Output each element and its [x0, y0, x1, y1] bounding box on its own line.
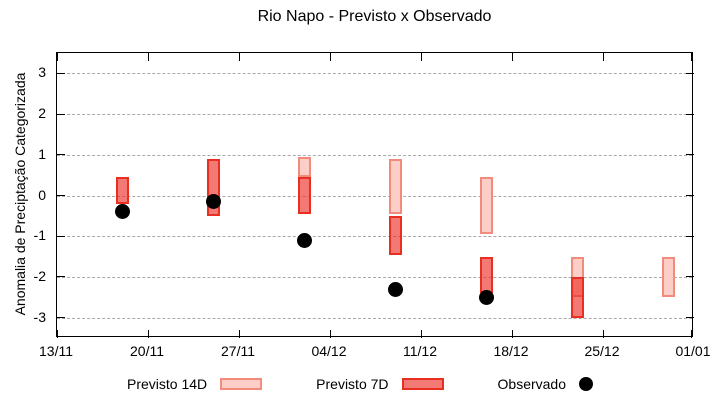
x-tick-top — [511, 53, 513, 61]
y-tick-right — [686, 235, 694, 237]
x-tick-bottom — [147, 330, 149, 338]
y-tick-label: 1 — [38, 145, 46, 162]
gridline — [57, 236, 692, 238]
y-tick-label: -3 — [33, 308, 46, 325]
y-tick-left — [57, 317, 65, 319]
observado-dot-icon — [579, 377, 593, 391]
previsto-14d-bar — [388, 158, 402, 214]
x-tick-bottom — [511, 330, 513, 338]
gridline — [57, 73, 692, 75]
legend-label-previsto-7d: Previsto 7D — [316, 376, 389, 392]
x-tick-label: 20/11 — [130, 343, 164, 359]
x-tick-label: 18/12 — [493, 343, 529, 359]
y-tick-left — [57, 113, 65, 115]
observado-dot — [114, 204, 130, 220]
y-tick-left — [57, 276, 65, 278]
gridline — [57, 114, 692, 116]
x-tick-label: 13/11 — [39, 343, 73, 359]
legend-label-observado: Observado — [497, 376, 566, 392]
x-tick-bottom — [690, 330, 692, 338]
observado-dot — [205, 194, 221, 210]
x-tick-bottom — [329, 330, 331, 338]
observado-dot — [296, 232, 312, 248]
y-tick-label: 2 — [38, 105, 46, 122]
x-tick-label: 27/11 — [221, 343, 255, 359]
gridline — [57, 317, 692, 319]
previsto-14d-bar — [479, 177, 493, 235]
gridline — [57, 154, 692, 156]
x-tick-top — [690, 53, 692, 61]
legend: Previsto 14D Previsto 7D Observado — [0, 376, 720, 392]
y-tick-right — [686, 317, 694, 319]
observado-dot — [478, 289, 494, 305]
gridline — [57, 195, 692, 197]
legend-label-previsto-14d: Previsto 14D — [127, 376, 208, 392]
y-tick-left — [57, 235, 65, 237]
legend-item-previsto-7d: Previsto 7D — [316, 376, 444, 392]
y-tick-label: 3 — [38, 64, 46, 81]
plot-area — [56, 52, 694, 338]
previsto-14d-bar — [661, 256, 675, 298]
legend-item-previsto-14d: Previsto 14D — [127, 376, 263, 392]
previsto-7d-swatch-icon — [401, 378, 444, 390]
x-tick-bottom — [238, 330, 240, 338]
observado-dot — [387, 281, 403, 297]
x-tick-top — [602, 53, 604, 61]
x-tick-bottom — [420, 330, 422, 338]
x-tick-label: 11/12 — [403, 343, 437, 359]
y-tick-label: 0 — [38, 186, 46, 203]
gridline — [57, 276, 692, 278]
previsto-14d-swatch-icon — [220, 378, 263, 390]
x-tick-bottom — [602, 330, 604, 338]
y-tick-left — [57, 195, 65, 196]
chart-title: Rio Napo - Previsto x Observado — [257, 8, 492, 25]
y-tick-right — [686, 195, 694, 196]
previsto-7d-bar — [115, 177, 129, 204]
previsto-14d-bar — [297, 156, 311, 178]
x-tick-bottom — [56, 330, 58, 338]
x-tick-top — [56, 53, 58, 61]
y-tick-left — [57, 154, 65, 156]
previsto-7d-bar — [297, 177, 311, 214]
y-tick-label: -1 — [33, 227, 46, 244]
y-tick-right — [686, 113, 694, 115]
x-tick-label: 04/12 — [311, 343, 347, 359]
y-tick-right — [686, 276, 694, 278]
y-tick-right — [686, 72, 694, 74]
y-tick-label: -2 — [33, 267, 46, 284]
previsto-7d-bar — [570, 276, 584, 318]
y-tick-right — [686, 154, 694, 156]
x-tick-label: 01/01 — [675, 343, 711, 359]
legend-item-observado: Observado — [498, 376, 593, 392]
previsto-7d-bar — [388, 215, 402, 255]
y-tick-left — [57, 72, 65, 74]
x-tick-label: 25/12 — [584, 343, 620, 359]
x-tick-top — [329, 53, 331, 61]
x-tick-top — [238, 53, 240, 61]
x-tick-top — [420, 53, 422, 61]
previsto-7d-bar — [479, 256, 493, 294]
x-tick-top — [147, 53, 149, 61]
